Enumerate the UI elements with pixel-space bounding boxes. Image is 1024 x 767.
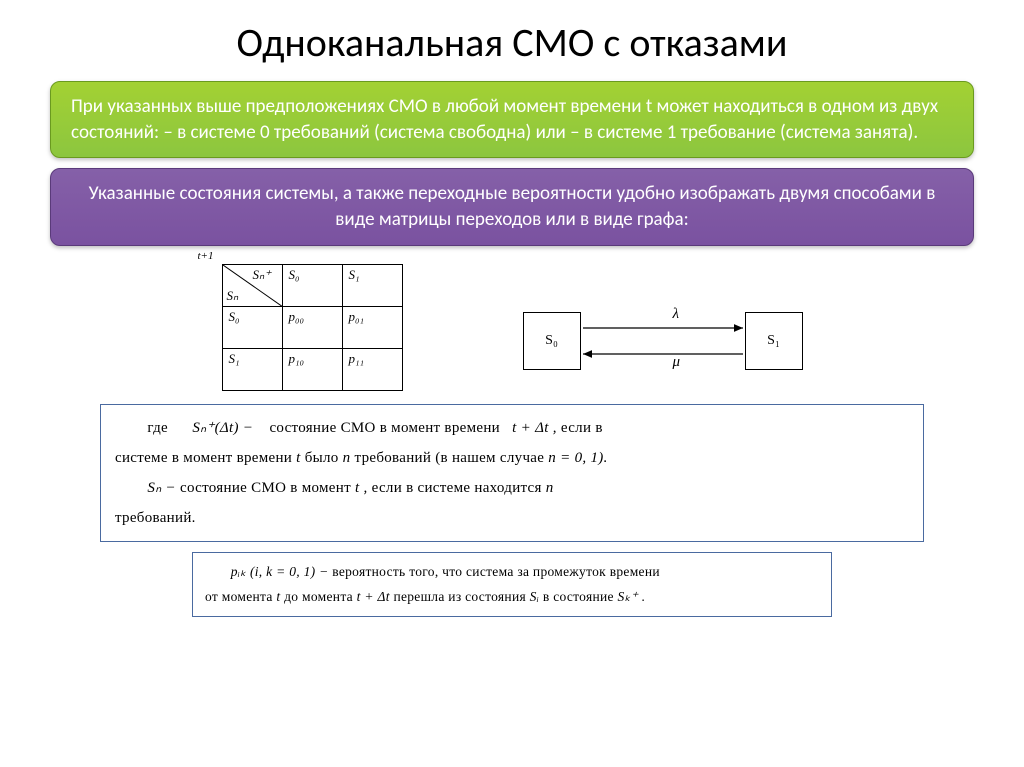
f1-n: n — [343, 450, 351, 466]
f1-l4: требований. — [115, 510, 196, 526]
formula-box-2: pᵢₖ (i, k = 0, 1) − вероятность того, чт… — [192, 552, 832, 617]
f1-t2: t , — [355, 480, 368, 496]
f1-l2a: системе в момент времени — [115, 450, 296, 466]
matrix-p10: p₁₀ — [282, 348, 342, 390]
graph-edge-mu: μ — [673, 354, 681, 371]
f1-Sn: Sₙ − — [147, 480, 176, 496]
graph-edge-lambda: λ — [673, 306, 680, 323]
f1-l1c: состояние СМО в момент времени — [269, 420, 504, 436]
intro-text: При указанных выше предположениях СМО в … — [71, 95, 938, 144]
state-graph: S₀ S₁ λ μ — [523, 292, 803, 392]
f1-t: t — [296, 450, 300, 466]
f2-l2g: в состояние — [543, 589, 618, 604]
matrix-diag-bottom: Sₙ — [227, 288, 239, 304]
f1-n01: n = 0, 1). — [548, 450, 607, 466]
matrix-row-S1: S₁ — [222, 348, 282, 390]
intro-box-purple: Указанные состояния системы, а также пер… — [50, 168, 974, 245]
f1-l2c: было — [305, 450, 343, 466]
f1-where: где — [147, 420, 168, 436]
f2-Si: Sᵢ — [530, 589, 540, 604]
intro-box-green: При указанных выше предположениях СМО в … — [50, 81, 974, 158]
matrix-p00: p₀₀ — [282, 306, 342, 348]
f1-l3b: состояние СМО в момент — [180, 480, 355, 496]
f1-n2: n — [546, 480, 554, 496]
f1-Sn-plus: Sₙ⁺(Δt) − — [192, 420, 253, 436]
f2-tdt: t + Δt — [357, 589, 390, 604]
f2-pik: pᵢₖ (i, k = 0, 1) − — [231, 564, 329, 579]
graph-edges — [523, 292, 803, 392]
formula-box-1: где Sₙ⁺(Δt) − состояние СМО в момент вре… — [100, 404, 924, 542]
f2-l2a: от момента — [205, 589, 276, 604]
f2-Sk: Sₖ⁺ . — [618, 589, 646, 604]
matrix-row-S0: S₀ — [222, 306, 282, 348]
f1-l1e: если в — [561, 420, 603, 436]
purple-text: Указанные состояния системы, а также пер… — [89, 182, 936, 231]
matrix-col-S1: S₁ — [342, 264, 402, 306]
transition-matrix: t+1 Sₙ⁺ Sₙ S₀ S₁ S₀ p₀₀ p₀₁ S — [222, 264, 403, 391]
f1-l2e: требований (в нашем случае — [355, 450, 549, 466]
f1-t-dt: t + Δt , — [512, 420, 557, 436]
matrix-diag-top: Sₙ⁺ — [253, 267, 272, 283]
diagrams-row: t+1 Sₙ⁺ Sₙ S₀ S₁ S₀ p₀₀ p₀₁ S — [50, 264, 974, 392]
f2-l1b: вероятность того, что система за промежу… — [332, 564, 660, 579]
f2-t: t — [276, 589, 280, 604]
matrix-diag-cell: Sₙ⁺ Sₙ — [222, 264, 282, 306]
matrix-col-S0: S₀ — [282, 264, 342, 306]
f1-l3d: если в системе находится — [372, 480, 546, 496]
matrix-p11: p₁₁ — [342, 348, 402, 390]
slide-title: Одноканальная СМО с отказами — [50, 18, 974, 67]
f2-l2e: перешла из состояния — [393, 589, 529, 604]
matrix-p01: p₀₁ — [342, 306, 402, 348]
matrix-outer-label: t+1 — [198, 250, 214, 262]
f2-l2c: до момента — [284, 589, 357, 604]
